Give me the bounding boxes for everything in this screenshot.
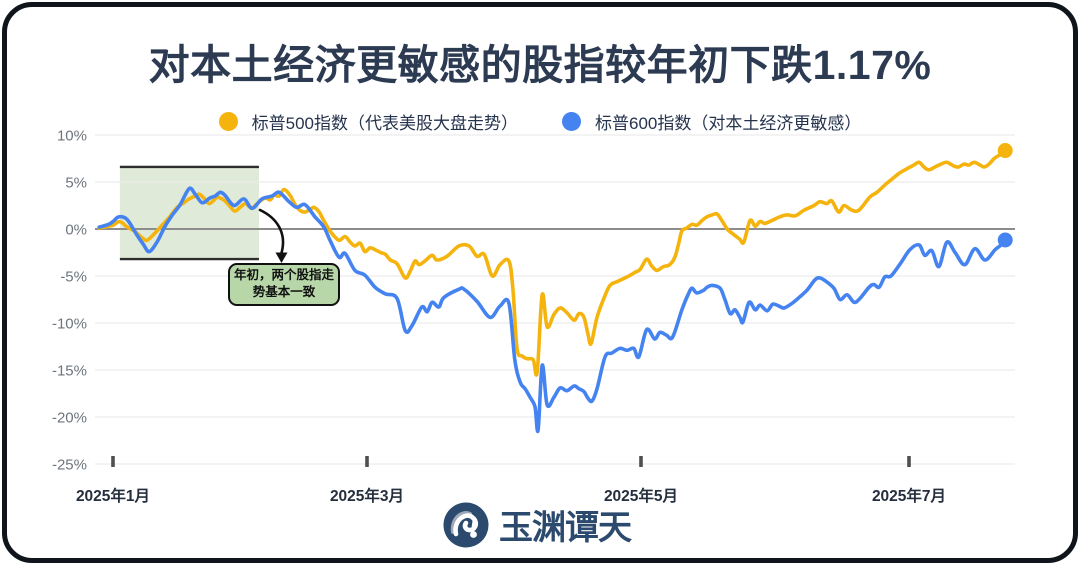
annotation-line-2: 势基本一致 xyxy=(252,285,316,300)
annotation-arrow xyxy=(258,208,285,255)
y-axis-label: -25% xyxy=(52,457,87,474)
watermark: 玉渊谭天 xyxy=(443,500,632,549)
annotation-box: 年初，两个股指走 势基本一致 xyxy=(228,263,340,306)
y-axis-label: -5% xyxy=(60,269,87,286)
series-end-dot-sp600 xyxy=(997,232,1013,248)
y-axis-label: 0% xyxy=(65,222,87,239)
line-chart: 10% 5% 0% -5% -10% -15% -20% -25% 2025年1月 2025年3月… xyxy=(52,128,1015,505)
watermark-text: 玉渊谭天 xyxy=(499,508,632,548)
page-title: 对本土经济更敏感的股指较年初下跌1.17% xyxy=(148,42,932,88)
x-axis-tick xyxy=(365,456,369,467)
series-line-sp600 xyxy=(97,186,1007,434)
sp500-dot-icon xyxy=(218,112,238,131)
legend-label-sp500: 标普500指数（代表美股大盘走势） xyxy=(251,114,518,133)
y-axis-label: -15% xyxy=(52,363,87,380)
x-axis-label: 2025年1月 xyxy=(76,486,150,505)
y-axis-label: 10% xyxy=(57,128,87,145)
sp600-dot-icon xyxy=(562,112,581,131)
infographic-card: 对本土经济更敏感的股指较年初下跌1.17% 标普500指数（代表美股大盘走势） … xyxy=(2,2,1078,563)
legend-label-sp600: 标普600指数（对本土经济更敏感） xyxy=(595,114,862,133)
x-axis-label: 2025年5月 xyxy=(604,486,678,505)
y-axis-label: -10% xyxy=(52,316,87,333)
chart-legend: 标普500指数（代表美股大盘走势） 标普600指数（对本土经济更敏感） xyxy=(7,109,1073,134)
legend-item-sp500: 标普500指数（代表美股大盘走势） xyxy=(218,109,518,134)
x-axis-tick xyxy=(639,456,643,467)
x-axis-label: 2025年7月 xyxy=(872,486,946,505)
legend-item-sp600: 标普600指数（对本土经济更敏感） xyxy=(562,109,861,134)
x-axis-label: 2025年3月 xyxy=(330,486,404,505)
highlight-band xyxy=(119,166,259,260)
series-end-dot-sp500 xyxy=(997,143,1013,159)
yuyuan-tantian-logo-icon xyxy=(443,502,489,547)
y-axis-label: 5% xyxy=(65,175,87,192)
x-axis-tick xyxy=(907,456,911,467)
annotation-arrowhead xyxy=(275,252,288,263)
y-axis-label: -20% xyxy=(52,410,87,427)
x-axis-tick xyxy=(111,456,115,467)
annotation-line-1: 年初，两个股指走 xyxy=(234,268,335,282)
